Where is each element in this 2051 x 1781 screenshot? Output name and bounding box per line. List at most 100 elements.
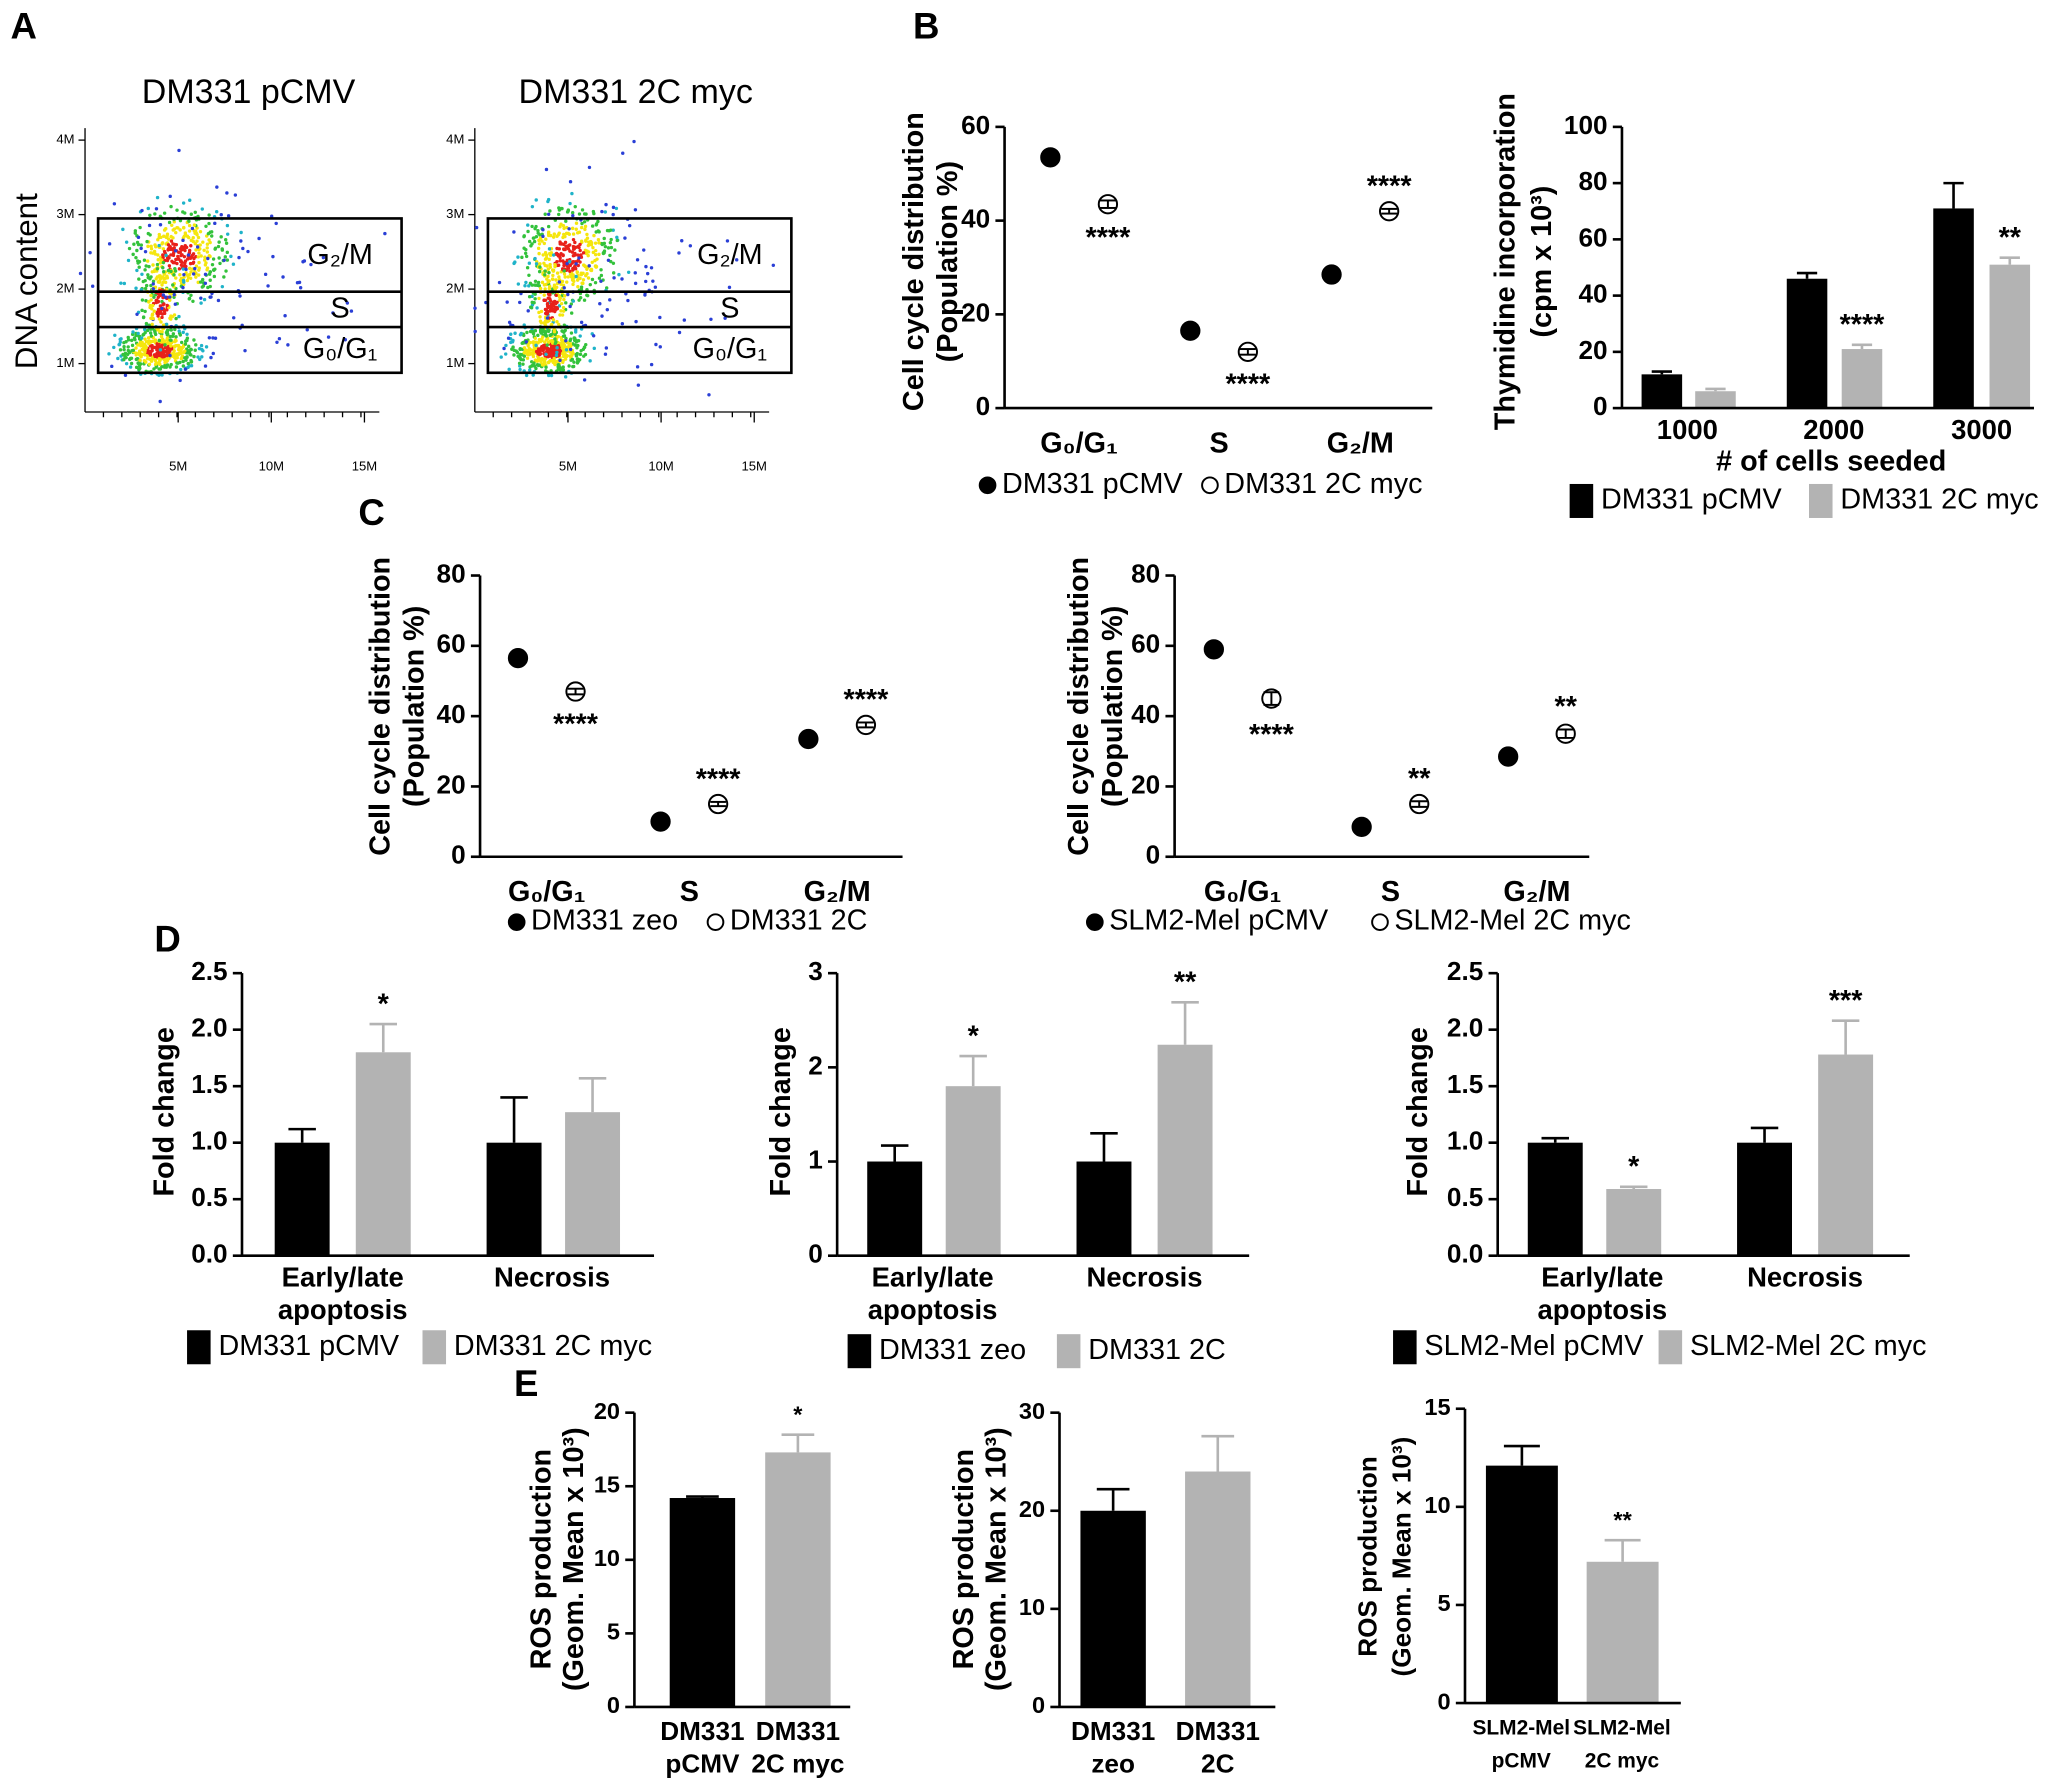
density-dot xyxy=(208,270,212,274)
y-tick-label: 20 xyxy=(961,297,990,327)
density-dot xyxy=(566,231,570,236)
density-dot xyxy=(151,316,155,321)
density-dot xyxy=(578,276,582,281)
density-dot xyxy=(565,354,569,358)
density-dot xyxy=(343,338,348,342)
density-dot xyxy=(533,292,537,296)
density-dot xyxy=(548,265,553,269)
density-dot xyxy=(527,341,531,345)
density-dot xyxy=(176,257,181,261)
density-dot xyxy=(305,328,309,332)
y-axis-label: ROS production xyxy=(948,1449,980,1670)
density-dot xyxy=(246,249,250,254)
density-dot xyxy=(528,368,532,372)
density-dot xyxy=(506,336,511,340)
density-dot xyxy=(146,339,150,344)
density-dot xyxy=(558,296,563,300)
density-dot xyxy=(551,353,556,357)
density-dot xyxy=(609,228,613,232)
density-dot xyxy=(587,165,592,170)
density-dot xyxy=(216,298,221,303)
density-dot xyxy=(547,279,551,283)
density-dot xyxy=(231,262,236,266)
legend-label: DM331 zeo xyxy=(531,905,678,937)
density-dot xyxy=(546,212,551,216)
density-dot xyxy=(542,293,546,297)
density-dot xyxy=(537,296,541,301)
density-dot xyxy=(121,352,125,357)
density-dot xyxy=(574,227,578,231)
density-dot xyxy=(174,316,178,321)
density-dot xyxy=(152,249,157,254)
legend-label: DM331 2C xyxy=(1088,1334,1226,1366)
density-dot xyxy=(540,348,544,352)
density-dot xyxy=(189,293,193,297)
density-dot xyxy=(538,265,542,269)
density-dot xyxy=(204,261,208,265)
density-dot xyxy=(153,252,157,256)
density-dot xyxy=(576,284,580,289)
density-dot xyxy=(226,214,231,218)
density-dot xyxy=(151,279,156,284)
density-dot xyxy=(174,365,179,369)
density-dot xyxy=(551,318,556,322)
density-dot xyxy=(546,232,551,236)
density-dot xyxy=(137,265,141,269)
density-dot xyxy=(146,336,151,340)
density-dot xyxy=(110,364,114,369)
density-dot xyxy=(573,204,577,209)
density-dot xyxy=(551,273,555,278)
density-dot xyxy=(555,246,559,251)
density-dot xyxy=(200,347,204,352)
density-dot xyxy=(209,230,214,234)
density-dot xyxy=(194,248,198,252)
density-dot xyxy=(566,209,570,213)
y-tick-label: 4M xyxy=(446,132,464,147)
density-dot xyxy=(164,358,168,363)
density-dot xyxy=(533,297,537,301)
x-tick-label: 5M xyxy=(169,458,187,473)
bar xyxy=(1527,1142,1583,1256)
density-dot xyxy=(143,337,147,341)
density-dot xyxy=(515,350,520,355)
density-dot xyxy=(526,309,530,313)
density-dot xyxy=(171,353,176,358)
density-dot xyxy=(571,299,576,303)
density-dot xyxy=(155,267,160,271)
density-dot xyxy=(540,335,545,339)
density-dot xyxy=(538,315,542,319)
density-dot xyxy=(533,283,537,287)
density-dot xyxy=(555,350,559,355)
density-dot xyxy=(635,258,640,262)
y-tick-label: 80 xyxy=(1131,558,1160,588)
density-dot xyxy=(172,242,177,247)
density-dot xyxy=(617,272,621,277)
density-dot xyxy=(539,309,544,314)
legend-label: DM331 2C myc xyxy=(454,1330,652,1362)
density-dot xyxy=(208,278,212,282)
density-dot xyxy=(177,314,181,319)
density-dot xyxy=(165,276,170,280)
significance: ** xyxy=(1555,691,1578,723)
density-dot xyxy=(653,285,658,289)
density-dot xyxy=(172,349,176,353)
density-dot xyxy=(591,245,595,250)
y-axis-label: Fold change xyxy=(765,1027,797,1196)
density-dot xyxy=(180,345,185,350)
density-dot xyxy=(579,239,584,243)
density-dot xyxy=(129,361,134,366)
density-dot xyxy=(139,246,143,251)
density-dot xyxy=(517,361,522,366)
density-dot xyxy=(540,280,545,285)
density-dot xyxy=(194,275,198,279)
density-dot xyxy=(123,355,127,359)
density-dot xyxy=(170,314,175,319)
density-dot xyxy=(136,261,140,265)
density-dot xyxy=(144,283,149,288)
y-tick-label: 2M xyxy=(56,281,74,296)
density-dot xyxy=(132,336,137,340)
y-tick-label: 20 xyxy=(594,1398,620,1424)
density-dot xyxy=(537,338,542,343)
density-dot xyxy=(271,254,275,259)
